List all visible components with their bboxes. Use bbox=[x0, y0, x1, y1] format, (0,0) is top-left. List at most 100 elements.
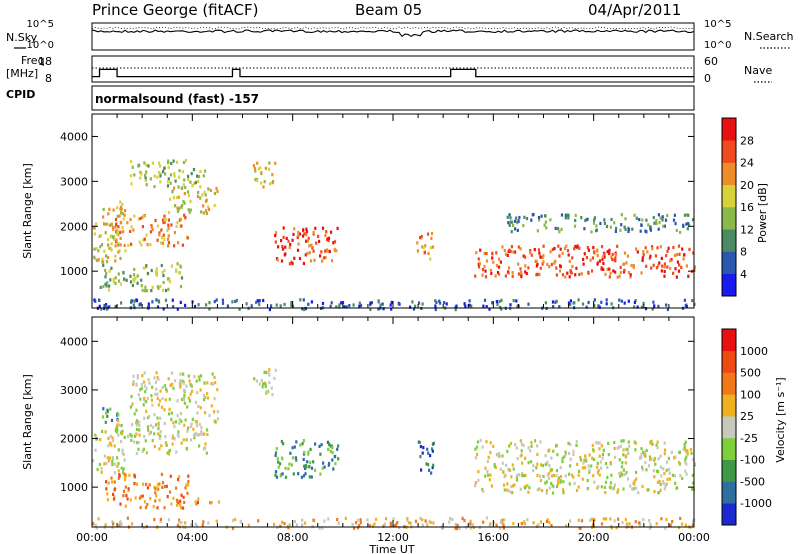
range-gate-cell bbox=[104, 275, 107, 279]
range-gate-cell bbox=[213, 300, 216, 304]
date-title: 04/Apr/2011 bbox=[588, 1, 681, 19]
range-gate-cell bbox=[604, 491, 607, 495]
range-gate-cell bbox=[575, 443, 578, 448]
range-gate-cell bbox=[598, 259, 602, 263]
range-gate-cell bbox=[578, 469, 581, 473]
range-gate-cell bbox=[662, 467, 665, 471]
range-gate-cell bbox=[149, 430, 152, 435]
range-gate-cell bbox=[605, 517, 608, 521]
range-gate-cell bbox=[147, 428, 150, 432]
range-gate-cell bbox=[131, 423, 134, 427]
range-gate-cell bbox=[498, 452, 501, 456]
range-gate-cell bbox=[520, 273, 523, 277]
range-gate-cell bbox=[583, 252, 586, 256]
range-gate-cell bbox=[678, 461, 681, 465]
range-gate-cell bbox=[290, 463, 293, 467]
range-gate-cell bbox=[150, 225, 153, 229]
colorbar-segment bbox=[722, 118, 736, 141]
range-gate-cell bbox=[170, 264, 173, 268]
range-gate-cell bbox=[215, 298, 218, 302]
range-gate-cell bbox=[663, 269, 666, 274]
range-gate-cell bbox=[583, 458, 586, 462]
range-gate-cell bbox=[580, 519, 584, 523]
range-gate-cell bbox=[187, 480, 190, 484]
range-gate-cell bbox=[680, 522, 684, 526]
range-gate-cell bbox=[255, 300, 258, 305]
range-gate-cell bbox=[605, 302, 608, 306]
range-gate-cell bbox=[510, 230, 513, 234]
range-gate-cell bbox=[130, 182, 133, 186]
range-gate-cell bbox=[524, 255, 527, 259]
range-gate-cell bbox=[107, 237, 110, 242]
range-gate-cell bbox=[290, 301, 293, 305]
range-gate-cell bbox=[140, 495, 143, 499]
range-gate-cell bbox=[667, 456, 670, 460]
range-gate-cell bbox=[138, 433, 141, 437]
range-gate-cell bbox=[498, 299, 501, 304]
range-gate-cell bbox=[167, 223, 170, 227]
range-gate-cell bbox=[510, 475, 513, 479]
range-gate-cell bbox=[139, 216, 142, 221]
range-gate-cell bbox=[164, 218, 167, 222]
range-gate-cell bbox=[264, 385, 267, 389]
range-gate-cell bbox=[606, 250, 609, 254]
range-gate-cell bbox=[596, 249, 599, 253]
range-gate-cell bbox=[633, 479, 636, 483]
noise-left-tick-top: 10^5 bbox=[27, 19, 54, 30]
range-gate-cell bbox=[584, 454, 587, 458]
range-gate-cell bbox=[685, 222, 688, 226]
range-gate-cell bbox=[416, 241, 419, 245]
range-gate-cell bbox=[95, 222, 98, 226]
range-gate-cell bbox=[571, 265, 574, 269]
range-gate-cell bbox=[613, 483, 616, 487]
range-gate-cell bbox=[104, 430, 107, 434]
range-gate-cell bbox=[157, 423, 160, 428]
range-gate-cell bbox=[120, 301, 123, 305]
range-gate-cell bbox=[522, 254, 525, 258]
range-gate-cell bbox=[640, 271, 643, 275]
range-gate-cell bbox=[118, 423, 121, 427]
range-gate-cell bbox=[130, 159, 133, 163]
range-gate-cell bbox=[632, 487, 635, 491]
range-gate-cell bbox=[161, 386, 164, 390]
range-gate-cell bbox=[99, 285, 102, 289]
range-gate-cell bbox=[211, 382, 214, 386]
range-gate-cell bbox=[100, 307, 103, 311]
range-gate-cell bbox=[122, 230, 125, 234]
range-gate-cell bbox=[112, 235, 115, 239]
range-gate-cell bbox=[291, 446, 294, 450]
range-gate-cell bbox=[205, 451, 208, 455]
range-gate-cell bbox=[561, 251, 564, 255]
range-gate-cell bbox=[105, 411, 108, 415]
range-gate-cell bbox=[167, 234, 170, 238]
range-gate-cell bbox=[92, 522, 95, 526]
range-gate-cell bbox=[571, 473, 574, 477]
range-gate-cell bbox=[180, 419, 183, 423]
range-gate-cell bbox=[160, 228, 163, 232]
range-gate-cell bbox=[321, 259, 324, 263]
range-gate-cell bbox=[275, 475, 279, 479]
range-gate-cell bbox=[503, 248, 506, 253]
range-gate-cell bbox=[178, 169, 181, 173]
range-gate-cell bbox=[566, 213, 569, 217]
range-gate-cell bbox=[385, 517, 388, 521]
range-gate-cell bbox=[541, 255, 544, 259]
range-gate-cell bbox=[111, 436, 114, 440]
range-gate-cell bbox=[99, 438, 102, 442]
range-gate-cell bbox=[506, 253, 509, 257]
range-gate-cell bbox=[430, 447, 434, 451]
range-gate-cell bbox=[124, 474, 127, 479]
range-gate-cell bbox=[114, 281, 117, 285]
range-gate-cell bbox=[343, 305, 346, 309]
range-gate-cell bbox=[335, 305, 338, 309]
range-gate-cell bbox=[182, 438, 185, 442]
range-gate-cell bbox=[555, 273, 558, 277]
range-gate-cell bbox=[187, 374, 190, 378]
range-gate-cell bbox=[684, 469, 687, 473]
range-gate-cell bbox=[502, 523, 505, 527]
range-gate-cell bbox=[600, 267, 603, 271]
range-gate-cell bbox=[175, 269, 178, 273]
range-gate-cell bbox=[159, 284, 162, 288]
range-gate-cell bbox=[549, 218, 552, 222]
range-gate-cell bbox=[428, 519, 431, 524]
